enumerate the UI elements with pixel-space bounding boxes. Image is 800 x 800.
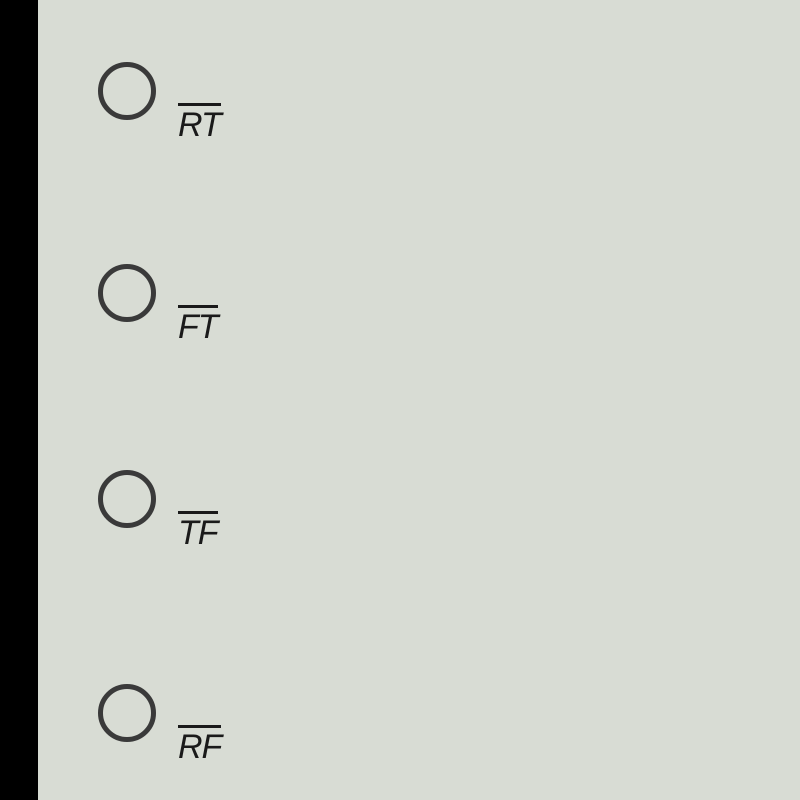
overbar-icon	[178, 725, 221, 728]
option-label: FT	[178, 308, 218, 344]
radio-option-ft[interactable]: FT	[98, 264, 218, 344]
overbar-icon	[178, 305, 218, 308]
radio-option-rt[interactable]: RT	[98, 62, 221, 142]
option-label: RF	[178, 728, 221, 764]
radio-circle-icon	[98, 264, 156, 322]
segment-label-rt: RT	[178, 106, 221, 142]
segment-label-tf: TF	[178, 514, 218, 550]
radio-circle-icon	[98, 470, 156, 528]
option-label: RT	[178, 106, 221, 142]
overbar-icon	[178, 511, 218, 514]
screen-area: RT FT TF RF	[38, 0, 800, 800]
radio-option-tf[interactable]: TF	[98, 470, 218, 550]
radio-circle-icon	[98, 684, 156, 742]
overbar-icon	[178, 103, 221, 106]
option-label: TF	[178, 514, 218, 550]
radio-circle-icon	[98, 62, 156, 120]
radio-option-rf[interactable]: RF	[98, 684, 221, 764]
segment-label-ft: FT	[178, 308, 218, 344]
segment-label-rf: RF	[178, 728, 221, 764]
